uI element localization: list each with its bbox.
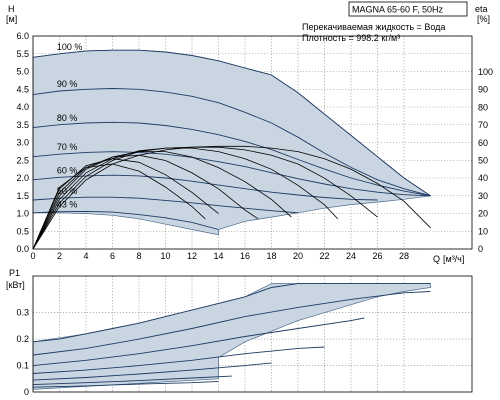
head-tick-label: 4.5 xyxy=(16,84,29,94)
head-tick-label: 3.0 xyxy=(16,138,29,148)
speed-label: 70 % xyxy=(57,142,78,152)
head-axis-unit: [м] xyxy=(6,14,17,24)
head-tick-label: 2.0 xyxy=(16,173,29,183)
head-tick-label: 1.5 xyxy=(16,191,29,201)
eta-tick-label: 40 xyxy=(478,173,488,183)
eta-tick-label: 80 xyxy=(478,102,488,112)
speed-label: 80 % xyxy=(57,113,78,123)
eta-axis-label: eta xyxy=(475,4,488,14)
flow-axis-label: Q xyxy=(433,254,440,264)
x-tick-label: 2 xyxy=(57,251,62,261)
efficiency-curve xyxy=(32,147,339,250)
power-plot-frame xyxy=(32,275,473,393)
eta-tick-label: 60 xyxy=(478,138,488,148)
eta-axis-unit: [%] xyxy=(477,14,490,24)
x-tick-label: 20 xyxy=(293,251,303,261)
power-operating-region xyxy=(32,283,431,390)
eta-tick-label: 10 xyxy=(478,226,488,236)
power-curve xyxy=(32,291,431,356)
model-title-box xyxy=(348,1,468,17)
efficiency-curve xyxy=(32,146,378,250)
x-tick-label: 0 xyxy=(30,251,35,261)
head-tick-label: 6.0 xyxy=(16,31,29,41)
head-curve xyxy=(32,210,219,230)
efficiency-curve xyxy=(32,151,292,250)
head-plot-frame xyxy=(32,35,473,250)
power-axis-label: P1 xyxy=(9,268,20,278)
efficiency-curves xyxy=(32,145,431,250)
efficiency-curve xyxy=(32,154,259,250)
head-curve xyxy=(32,88,431,197)
power-curve xyxy=(32,283,431,343)
x-tick-label: 24 xyxy=(346,251,356,261)
head-tick-label: 3.5 xyxy=(16,120,29,130)
x-tick-label: 16 xyxy=(240,251,250,261)
head-curve xyxy=(32,196,299,214)
head-tick-label: 4.0 xyxy=(16,102,29,112)
head-axes: 0 2 4 6 8 10 12 14 16 18 20 22 24 26 280.00.51.01.52.0… xyxy=(16,31,493,261)
eta-tick-label: 30 xyxy=(478,191,488,201)
power-curve xyxy=(32,317,365,367)
speed-label: 43 % xyxy=(57,200,78,210)
head-tick-label: 1.0 xyxy=(16,209,29,219)
power-curve xyxy=(32,375,232,386)
speed-labels: 100 % 90 % 80 % 70 % 60 % 50 % 43 % xyxy=(57,42,83,210)
power-curves xyxy=(32,283,431,388)
head-tick-label: 5.5 xyxy=(16,49,29,59)
eta-tick-label: 0 xyxy=(478,244,483,254)
x-tick-label: 28 xyxy=(399,251,409,261)
power-axis-unit: [кВт] xyxy=(6,280,25,290)
speed-label: 100 % xyxy=(57,42,83,52)
efficiency-curve xyxy=(32,145,431,250)
eta-tick-label: 50 xyxy=(478,156,488,166)
power-tick-label: 0.1 xyxy=(16,361,29,371)
power-axes: 0 0.1 0.2 0.3 xyxy=(16,275,473,397)
head-tick-label: 0.5 xyxy=(16,226,29,236)
head-tick-label: 0.0 xyxy=(16,244,29,254)
head-tick-label: 2.5 xyxy=(16,155,29,165)
speed-label: 60 % xyxy=(57,165,78,175)
power-curve xyxy=(32,380,219,388)
head-curve xyxy=(32,151,431,197)
power-tick-label: 0.2 xyxy=(16,334,29,344)
x-tick-label: 6 xyxy=(110,251,115,261)
speed-label: 50 % xyxy=(57,186,78,196)
eta-tick-label: 70 xyxy=(478,120,488,130)
x-tick-label: 4 xyxy=(83,251,88,261)
x-tick-label: 22 xyxy=(319,251,329,261)
power-tick-label: 0.3 xyxy=(16,308,29,318)
x-tick-label: 18 xyxy=(266,251,276,261)
head-curve xyxy=(32,121,431,197)
eta-tick-label: 20 xyxy=(478,209,488,219)
power-curve xyxy=(32,346,325,374)
speed-label: 90 % xyxy=(57,79,78,89)
head-curves xyxy=(32,49,431,230)
x-tick-label: 12 xyxy=(187,251,197,261)
power-tick-label: 0 xyxy=(24,387,29,397)
x-tick-label: 8 xyxy=(136,251,141,261)
model-title: MAGNA 65-60 F, 50Hz xyxy=(352,5,444,15)
fluid-info: Перекачиваемая жидкость = Вода xyxy=(302,22,445,32)
head-curve xyxy=(32,174,378,201)
x-tick-label: 14 xyxy=(213,251,223,261)
flow-axis-unit: [м³/ч] xyxy=(443,254,464,264)
power-curve xyxy=(32,362,272,381)
power-region-fill xyxy=(32,283,431,390)
x-tick-label: 26 xyxy=(372,251,382,261)
x-tick-label: 10 xyxy=(160,251,170,261)
eta-tick-label: 100 xyxy=(478,67,493,77)
eta-tick-label: 90 xyxy=(478,85,488,95)
efficiency-curve xyxy=(32,158,219,250)
head-tick-label: 5.0 xyxy=(16,67,29,77)
density-info: Плотность = 998.2 кг/м³ xyxy=(302,33,400,43)
efficiency-curve xyxy=(32,163,206,250)
head-curve xyxy=(32,49,431,197)
head-axis-label: H xyxy=(8,4,15,14)
